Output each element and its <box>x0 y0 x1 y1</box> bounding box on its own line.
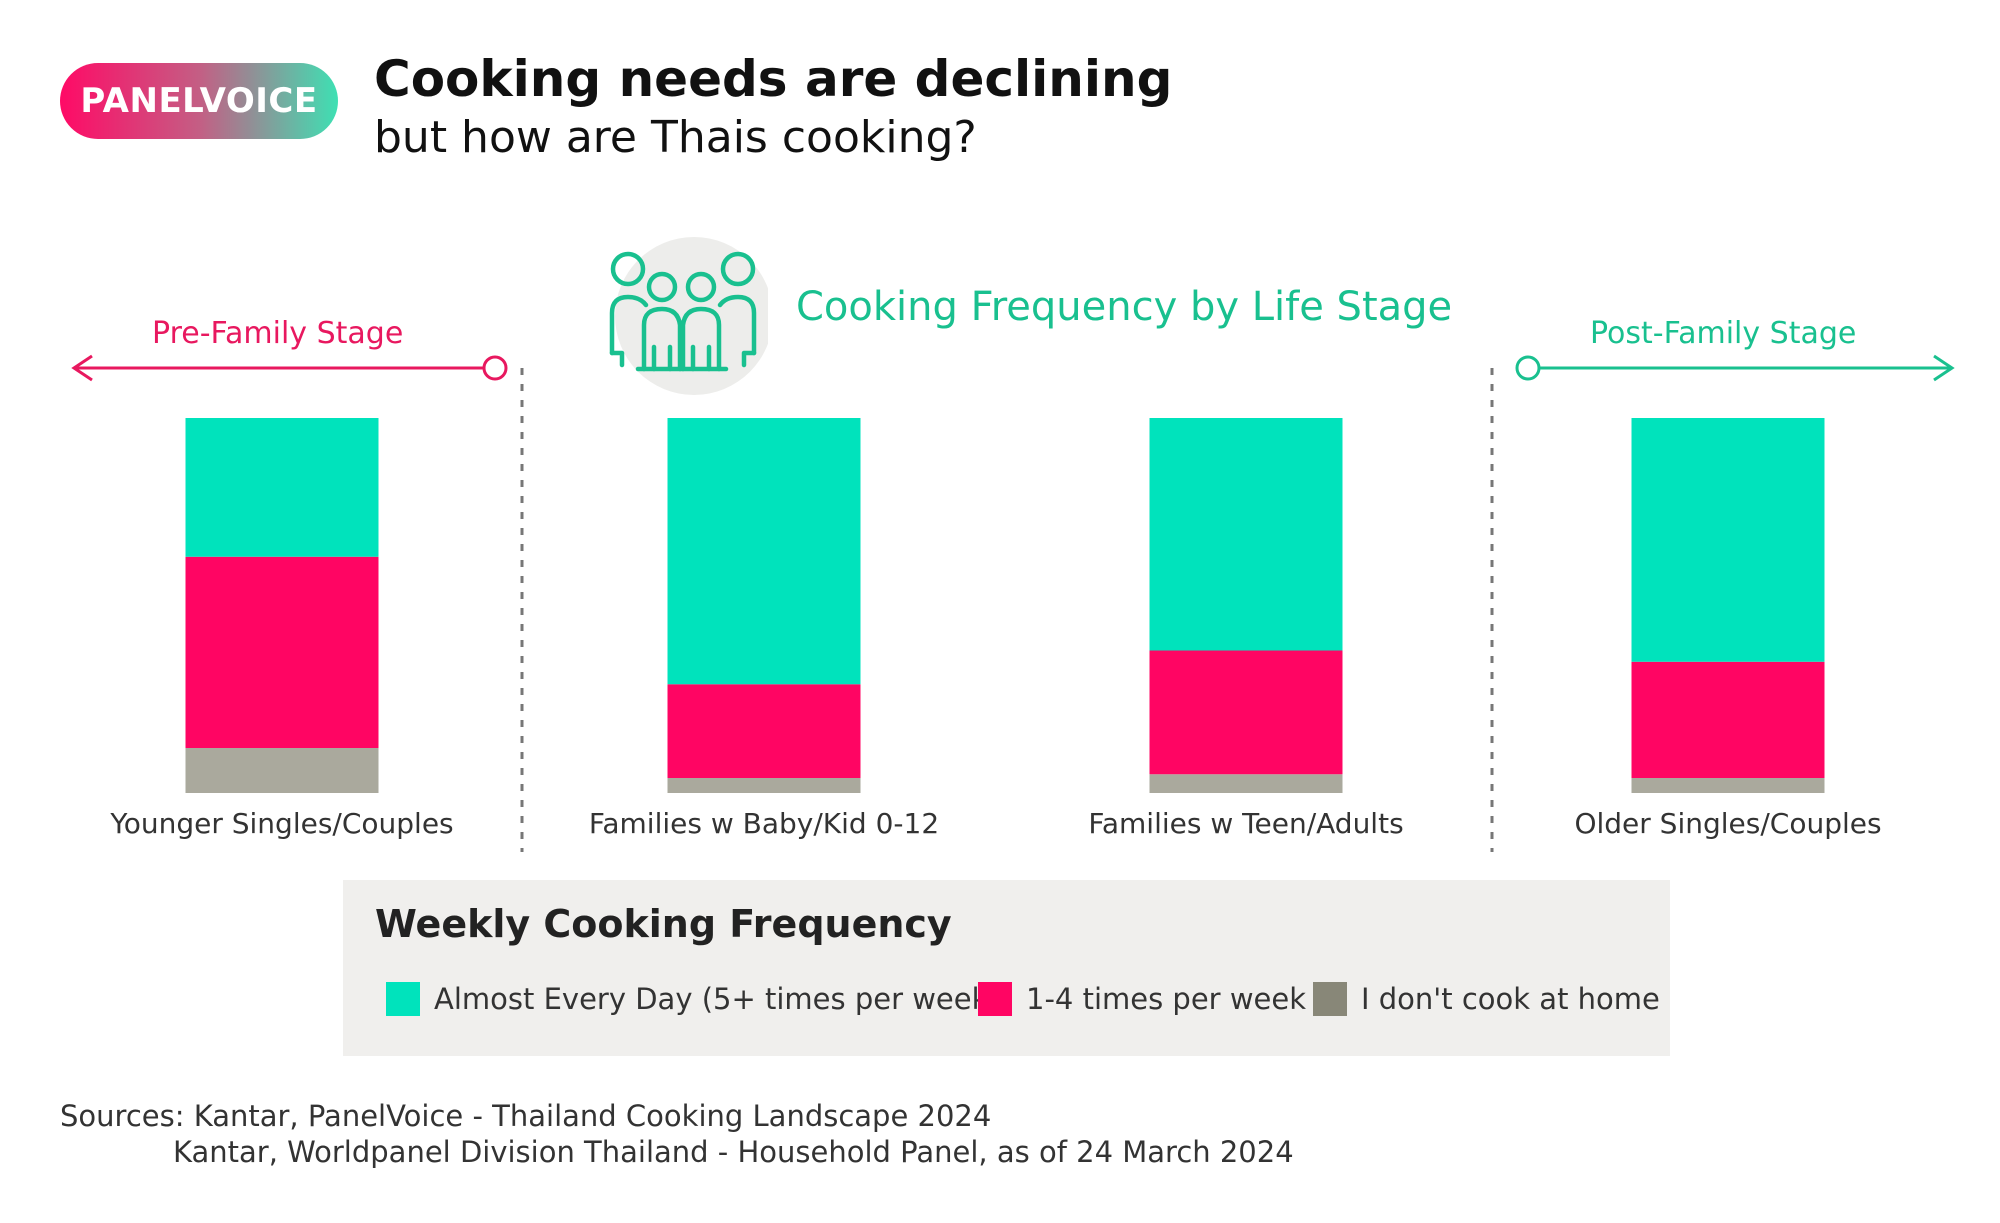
category-label-older-singles-couples: Older Singles/Couples <box>1574 807 1881 840</box>
bar-segment-families-w-baby-kid-0-12-i-don-t-cook-at-home <box>667 778 861 793</box>
legend-title: Weekly Cooking Frequency <box>375 902 952 946</box>
category-label-families-w-teen-adults: Families w Teen/Adults <box>1088 807 1403 840</box>
pre-family-arrow <box>71 354 508 382</box>
legend-panel: Weekly Cooking Frequency Almost Every Da… <box>343 880 1670 1056</box>
legend-item-dont-cook: I don't cook at home <box>1313 982 1660 1016</box>
legend-item-almost-every-day: Almost Every Day (5+ times per week) <box>386 982 1000 1016</box>
chart-heading: Cooking Frequency by Life Stage <box>796 284 1453 330</box>
bar-segment-families-w-teen-adults-i-don-t-cook-at-home <box>1149 774 1343 793</box>
page-subtitle: but how are Thais cooking? <box>374 112 977 163</box>
bar-segment-families-w-baby-kid-0-12-1-4-times-per-week <box>667 684 861 778</box>
sources-note: Sources: Kantar, PanelVoice - Thailand C… <box>60 1098 1294 1170</box>
bar-segment-families-w-teen-adults-1-4-times-per-week <box>1149 650 1343 775</box>
bar-segment-families-w-teen-adults-almost-every-day-5-times-per-week <box>1149 418 1343 651</box>
panelvoice-badge: PANELVOICE <box>60 63 338 139</box>
legend-swatch <box>386 982 420 1016</box>
bar-segment-older-singles-couples-1-4-times-per-week <box>1631 661 1825 778</box>
family-icon <box>598 237 773 397</box>
sources-line-2: Kantar, Worldpanel Division Thailand - H… <box>173 1135 1294 1169</box>
pre-family-stage-label: Pre-Family Stage <box>152 316 404 351</box>
bar-segment-families-w-baby-kid-0-12-almost-every-day-5-times-per-week <box>667 418 861 685</box>
legend-swatch <box>1313 982 1347 1016</box>
bar-segment-younger-singles-couples-almost-every-day-5-times-per-week <box>185 418 379 557</box>
page-title: Cooking needs are declining <box>374 50 1173 108</box>
sources-line-1: Sources: Kantar, PanelVoice - Thailand C… <box>60 1099 992 1133</box>
post-family-arrow <box>1515 354 1955 382</box>
post-family-stage-label: Post-Family Stage <box>1590 316 1857 351</box>
bar-segment-younger-singles-couples-i-don-t-cook-at-home <box>185 748 379 793</box>
legend-item-1-4-times: 1-4 times per week <box>978 982 1306 1016</box>
category-label-younger-singles-couples: Younger Singles/Couples <box>109 807 453 840</box>
legend-label: 1-4 times per week <box>1026 982 1307 1016</box>
legend-label: I don't cook at home <box>1361 982 1660 1016</box>
legend-swatch <box>978 982 1012 1016</box>
legend-label: Almost Every Day (5+ times per week) <box>434 982 1000 1016</box>
bar-segment-older-singles-couples-almost-every-day-5-times-per-week <box>1631 418 1825 662</box>
category-label-families-w-baby-kid-0-12: Families w Baby/Kid 0-12 <box>589 807 939 840</box>
bar-segment-older-singles-couples-i-don-t-cook-at-home <box>1631 778 1825 793</box>
bar-segment-younger-singles-couples-1-4-times-per-week <box>185 556 379 748</box>
stacked-bar-chart: Younger Singles/Couples Families w Baby/K… <box>71 354 1955 852</box>
